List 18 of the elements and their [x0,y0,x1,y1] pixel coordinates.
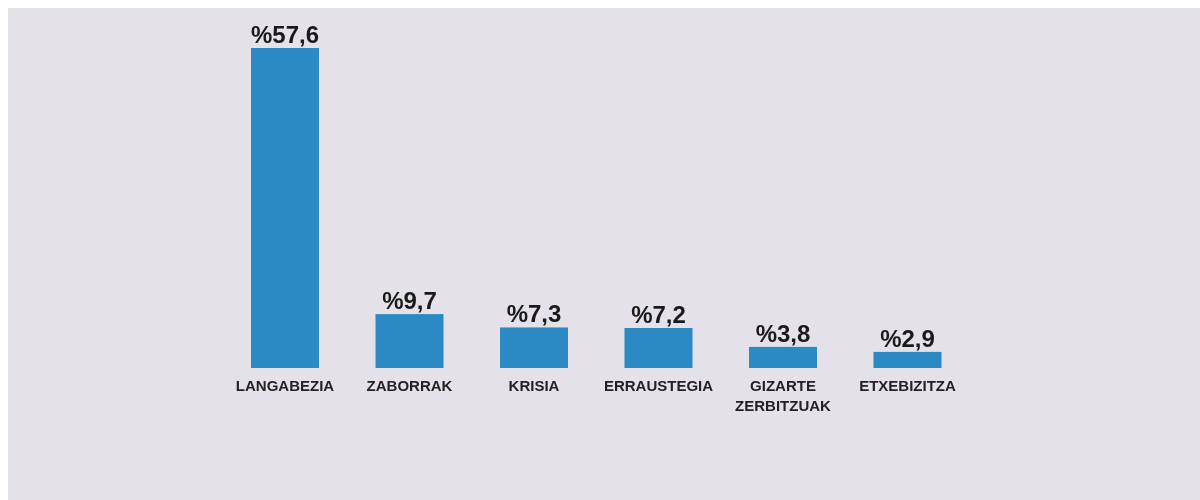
data-label: %7,2 [631,301,686,328]
data-label: %3,8 [755,319,811,347]
data-label: %2,9 [880,324,935,352]
bar [500,327,568,368]
bar [873,351,942,368]
data-label: %9,7 [382,287,437,315]
bar [749,346,817,368]
data-label: %57,6 [250,21,320,48]
x-tick-label: ZABORRAK [366,377,453,394]
bar [375,314,444,368]
bar [624,328,693,368]
x-tick-label: GIZARTE ZERBITZUAK [735,377,832,414]
x-tick-label: ERRAUSTEGIA [603,377,714,394]
bar [251,48,319,368]
x-tick-label: ETXEBIZITZA [859,377,956,394]
x-tick-label: LANGABEZIA [235,377,335,394]
data-label: %7,3 [506,300,562,328]
x-tick-label: KRISIA [508,377,560,394]
